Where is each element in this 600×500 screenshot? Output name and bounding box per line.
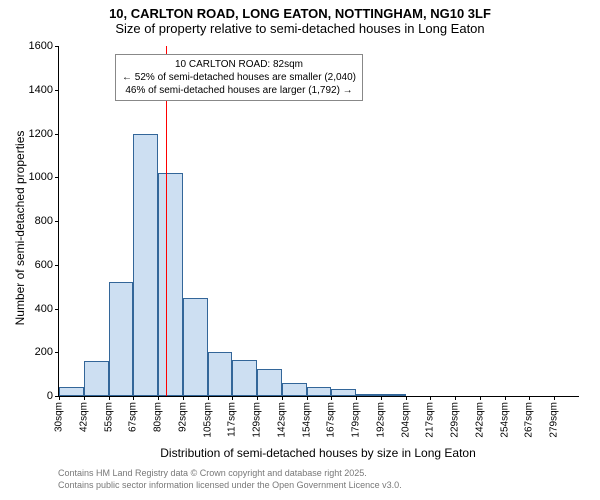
x-tick-label: 105sqm — [202, 402, 213, 438]
x-tick-label: 55sqm — [103, 402, 114, 432]
x-axis-label: Distribution of semi-detached houses by … — [58, 446, 578, 460]
y-tick-mark — [55, 265, 59, 266]
x-tick-label: 92sqm — [177, 402, 188, 432]
x-tick-mark — [183, 396, 184, 400]
footer-line2: Contains public sector information licen… — [58, 480, 402, 492]
x-tick-mark — [59, 396, 60, 400]
histogram-bar — [84, 361, 109, 396]
x-tick-label: 154sqm — [301, 402, 312, 438]
x-tick-label: 217sqm — [425, 402, 436, 438]
x-tick-mark — [307, 396, 308, 400]
x-tick-label: 167sqm — [326, 402, 337, 438]
x-tick-mark — [282, 396, 283, 400]
y-tick-mark — [55, 221, 59, 222]
x-tick-label: 242sqm — [474, 402, 485, 438]
y-tick-mark — [55, 309, 59, 310]
histogram-bar — [307, 387, 332, 396]
y-tick-mark — [55, 134, 59, 135]
y-tick-mark — [55, 177, 59, 178]
y-tick-mark — [55, 46, 59, 47]
annotation-line3: 46% of semi-detached houses are larger (… — [122, 84, 356, 97]
histogram-bar — [257, 369, 282, 396]
chart-container: 10, CARLTON ROAD, LONG EATON, NOTTINGHAM… — [0, 0, 600, 500]
x-tick-label: 204sqm — [400, 402, 411, 438]
annotation-box: 10 CARLTON ROAD: 82sqm← 52% of semi-deta… — [115, 54, 363, 101]
x-tick-label: 179sqm — [351, 402, 362, 438]
x-tick-mark — [356, 396, 357, 400]
x-tick-mark — [208, 396, 209, 400]
histogram-bar — [133, 134, 158, 397]
y-tick-mark — [55, 352, 59, 353]
x-tick-mark — [455, 396, 456, 400]
x-tick-label: 80sqm — [153, 402, 164, 432]
x-tick-label: 117sqm — [227, 402, 238, 437]
x-tick-label: 142sqm — [276, 402, 287, 438]
x-tick-mark — [480, 396, 481, 400]
x-tick-mark — [505, 396, 506, 400]
x-tick-label: 42sqm — [78, 402, 89, 432]
chart-title-line2: Size of property relative to semi-detach… — [0, 21, 600, 36]
x-tick-mark — [133, 396, 134, 400]
histogram-bar — [282, 383, 307, 396]
histogram-bar — [158, 173, 183, 396]
histogram-bar — [356, 394, 381, 396]
x-tick-mark — [331, 396, 332, 400]
x-tick-mark — [554, 396, 555, 400]
footer-line1: Contains HM Land Registry data © Crown c… — [58, 468, 402, 480]
histogram-bar — [208, 352, 233, 396]
chart-title-block: 10, CARLTON ROAD, LONG EATON, NOTTINGHAM… — [0, 0, 600, 36]
histogram-bar — [232, 360, 257, 396]
chart-footer: Contains HM Land Registry data © Crown c… — [58, 468, 402, 491]
histogram-bar — [109, 282, 134, 396]
y-tick-mark — [55, 90, 59, 91]
x-tick-label: 192sqm — [375, 402, 386, 438]
x-tick-mark — [109, 396, 110, 400]
x-tick-mark — [406, 396, 407, 400]
x-tick-label: 267sqm — [524, 402, 535, 438]
histogram-bar — [59, 387, 84, 396]
x-tick-label: 279sqm — [549, 402, 560, 438]
histogram-bar — [331, 389, 356, 396]
annotation-line2: ← 52% of semi-detached houses are smalle… — [122, 71, 356, 84]
x-tick-label: 67sqm — [128, 402, 139, 432]
chart-title-line1: 10, CARLTON ROAD, LONG EATON, NOTTINGHAM… — [0, 6, 600, 21]
x-tick-mark — [158, 396, 159, 400]
x-tick-mark — [529, 396, 530, 400]
x-tick-label: 229sqm — [450, 402, 461, 438]
x-tick-label: 30sqm — [54, 402, 65, 432]
x-tick-mark — [84, 396, 85, 400]
annotation-line1: 10 CARLTON ROAD: 82sqm — [122, 58, 356, 71]
histogram-bar — [381, 394, 406, 396]
x-tick-mark — [430, 396, 431, 400]
x-tick-mark — [381, 396, 382, 400]
plot-area: 0200400600800100012001400160030sqm42sqm5… — [58, 46, 579, 397]
x-tick-label: 129sqm — [252, 402, 263, 438]
x-tick-mark — [232, 396, 233, 400]
x-tick-mark — [257, 396, 258, 400]
x-tick-label: 254sqm — [499, 402, 510, 438]
y-axis-label: Number of semi-detached properties — [13, 118, 27, 338]
histogram-bar — [183, 298, 208, 396]
